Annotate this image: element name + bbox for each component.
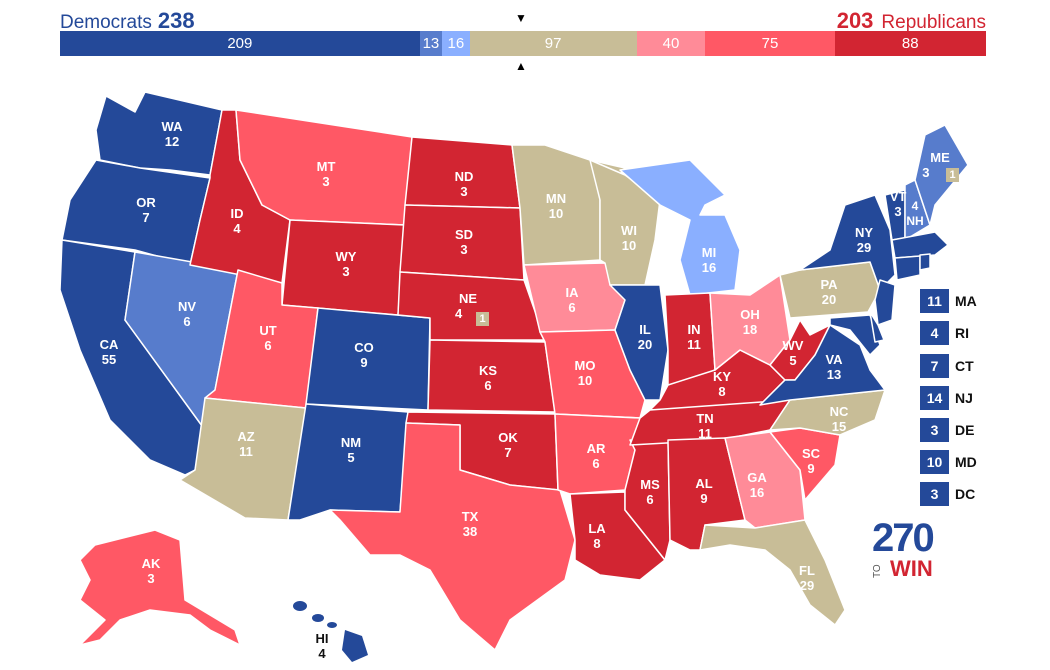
state-me[interactable]: [914, 124, 969, 226]
label-ms: MS 6: [640, 477, 660, 507]
label-vt: VT 3: [889, 189, 907, 219]
label-mn: MN 10: [545, 191, 567, 221]
header: Democrats 238 203 Republicans: [60, 4, 986, 34]
label-wy: WY 3: [335, 249, 357, 279]
label-ia: IA 6: [565, 285, 579, 315]
bar-segment: 88: [834, 31, 986, 56]
label-ny: NY 29: [854, 225, 874, 255]
democrats-label: Democrats: [60, 12, 152, 33]
republicans-count: 203: [836, 8, 874, 33]
label-ok: OK 7: [498, 430, 518, 460]
label-wa: WA 12: [161, 119, 183, 149]
bar-segment: 16: [442, 31, 470, 56]
electoral-vote-bar: 209 13 16 97 40 75 88: [60, 31, 986, 56]
state-il[interactable]: [609, 284, 669, 401]
state-ak[interactable]: [79, 529, 241, 646]
state-mi[interactable]: [619, 159, 741, 296]
label-in: IN 11: [687, 322, 701, 352]
democrats-count: 238: [157, 8, 195, 33]
state-ma[interactable]: [891, 231, 949, 259]
label-tn: TN 11: [696, 411, 714, 441]
label-pa: PA 20: [820, 277, 838, 307]
small-state-ct[interactable]: 7 CT: [920, 354, 990, 378]
270-marker-bottom-icon: ▲: [515, 59, 527, 73]
label-nc: NC 15: [829, 404, 849, 434]
label-il: IL 20: [637, 322, 653, 352]
label-la: LA 8: [588, 521, 606, 551]
state-de[interactable]: [869, 311, 885, 343]
label-nm: NM 5: [340, 435, 362, 465]
label-fl: FL 29: [799, 563, 815, 593]
label-mi: MI 16: [701, 245, 717, 275]
state-nj[interactable]: [874, 279, 896, 326]
small-state-ri[interactable]: 4 RI: [920, 321, 990, 345]
label-ky: KY 8: [712, 369, 732, 399]
small-state-nj[interactable]: 14 NJ: [920, 386, 990, 410]
label-ca: CA 55: [99, 337, 119, 367]
label-wv: WV 5: [782, 338, 804, 368]
label-sd: SD 3: [454, 227, 474, 257]
state-va[interactable]: [759, 324, 886, 406]
state-hi[interactable]: [293, 601, 368, 662]
270-marker-top-icon: ▼: [515, 11, 527, 25]
label-co: CO 9: [354, 340, 374, 370]
270towin-logo: 270 TO WIN: [872, 516, 935, 581]
label-me: ME 3: [922, 150, 950, 180]
label-ak: AK 3: [141, 556, 161, 586]
small-state-dc[interactable]: 3 DC: [920, 482, 990, 506]
state-tx[interactable]: [329, 422, 576, 651]
state-fl[interactable]: [699, 519, 846, 626]
bar-segment: 40: [636, 31, 706, 56]
label-mt: MT 3: [316, 159, 336, 189]
democrats-total: Democrats 238: [60, 8, 195, 34]
label-oh: OH 18: [740, 307, 760, 337]
republicans-total: 203 Republicans: [837, 8, 986, 34]
label-id: ID 4: [230, 206, 244, 236]
label-va: VA 13: [825, 352, 843, 382]
republicans-label: Republicans: [881, 12, 986, 33]
me-district-badge: 1: [946, 168, 959, 182]
label-hi: HI 4: [315, 631, 329, 661]
bar-segment: 209: [60, 31, 420, 56]
state-wa[interactable]: [95, 91, 223, 176]
label-or: OR 7: [136, 195, 156, 225]
label-tx: TX 38: [461, 509, 479, 539]
label-ut: UT 6: [259, 323, 277, 353]
bar-segment: 13: [419, 31, 443, 56]
bar-segment: 75: [705, 31, 835, 56]
label-az: AZ 11: [237, 429, 255, 459]
label-nd: ND 3: [454, 169, 474, 199]
label-nv: NV 6: [177, 299, 197, 329]
bar-segment: 97: [469, 31, 637, 56]
ne-district-badge: 1: [476, 312, 489, 326]
label-ar: AR 6: [586, 441, 606, 471]
small-state-ma[interactable]: 11 MA: [920, 289, 990, 313]
label-nh: 4 NH: [906, 199, 924, 228]
state-ct[interactable]: [894, 255, 921, 281]
label-mo: MO 10: [574, 358, 596, 388]
label-wi: WI 10: [621, 223, 637, 253]
label-ne: NE 4: [454, 291, 478, 321]
label-al: AL 9: [695, 476, 713, 506]
state-ri[interactable]: [919, 253, 931, 271]
label-ga: GA 16: [747, 470, 767, 500]
label-sc: SC 9: [801, 446, 821, 476]
small-state-de[interactable]: 3 DE: [920, 418, 990, 442]
small-state-md[interactable]: 10 MD: [920, 450, 990, 474]
label-ks: KS 6: [478, 363, 498, 393]
